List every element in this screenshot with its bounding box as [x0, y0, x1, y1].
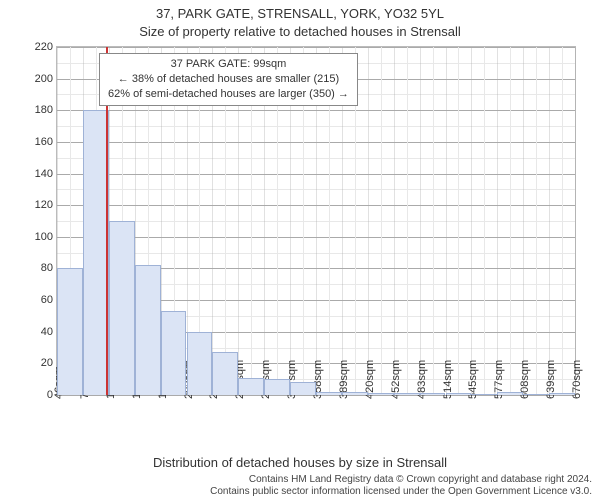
histogram-bar — [368, 393, 394, 395]
grid-v — [471, 47, 472, 395]
chart-title-line1: 37, PARK GATE, STRENSALL, YORK, YO32 5YL — [0, 6, 600, 21]
grid-v-minor — [381, 47, 382, 395]
y-tick-label: 160 — [35, 136, 53, 148]
grid-v-minor — [433, 47, 434, 395]
grid-v — [497, 47, 498, 395]
grid-v-minor — [407, 47, 408, 395]
grid-v — [523, 47, 524, 395]
histogram-bar — [109, 221, 135, 395]
histogram-bar — [446, 393, 472, 395]
annotation-line3: 62% of semi-detached houses are larger (… — [108, 87, 349, 102]
y-tick-label: 20 — [41, 357, 53, 369]
y-tick-label: 100 — [35, 231, 53, 243]
grid-v-minor — [484, 47, 485, 395]
grid-v-minor — [562, 47, 563, 395]
annotation-box: 37 PARK GATE: 99sqm ← 38% of detached ho… — [99, 53, 358, 106]
histogram-bar — [83, 110, 109, 395]
y-tick-label: 40 — [41, 326, 53, 338]
grid-v — [446, 47, 447, 395]
histogram-bar — [523, 394, 549, 395]
grid-v-minor — [510, 47, 511, 395]
y-tick-label: 60 — [41, 294, 53, 306]
histogram-bar — [57, 268, 83, 395]
histogram-bar — [290, 382, 316, 395]
plot-area: 02040608010012014016018020022046sqm77sqm… — [56, 46, 576, 396]
grid-v-minor — [458, 47, 459, 395]
histogram-bar — [264, 379, 290, 395]
grid-v — [368, 47, 369, 395]
footer-line2: Contains public sector information licen… — [210, 486, 592, 498]
histogram-bar — [420, 393, 446, 395]
chart-title-line2: Size of property relative to detached ho… — [0, 24, 600, 39]
histogram-bar — [471, 394, 497, 395]
histogram-bar — [394, 393, 420, 395]
grid-v — [549, 47, 550, 395]
grid-v — [420, 47, 421, 395]
histogram-bar — [316, 392, 342, 395]
footer-line1: Contains HM Land Registry data © Crown c… — [210, 474, 592, 486]
histogram-bar — [497, 392, 523, 395]
grid-v-minor — [536, 47, 537, 395]
annotation-line1: 37 PARK GATE: 99sqm — [108, 57, 349, 72]
attribution-footer: Contains HM Land Registry data © Crown c… — [210, 474, 592, 498]
annotation-line2: ← 38% of detached houses are smaller (21… — [108, 72, 349, 87]
grid-v — [394, 47, 395, 395]
y-tick-label: 220 — [35, 41, 53, 53]
y-tick-label: 140 — [35, 168, 53, 180]
y-tick-label: 200 — [35, 73, 53, 85]
histogram-bar — [212, 352, 238, 395]
histogram-bar — [549, 393, 575, 395]
grid-v — [575, 47, 576, 395]
histogram-bar — [135, 265, 161, 395]
histogram-bar — [238, 378, 264, 395]
y-tick-label: 180 — [35, 104, 53, 116]
y-tick-label: 120 — [35, 199, 53, 211]
histogram-bar — [187, 332, 213, 395]
chart-container: 37, PARK GATE, STRENSALL, YORK, YO32 5YL… — [0, 0, 600, 500]
x-axis-label: Distribution of detached houses by size … — [0, 455, 600, 470]
y-tick-label: 80 — [41, 262, 53, 274]
histogram-bar — [342, 392, 368, 395]
histogram-bar — [161, 311, 187, 395]
